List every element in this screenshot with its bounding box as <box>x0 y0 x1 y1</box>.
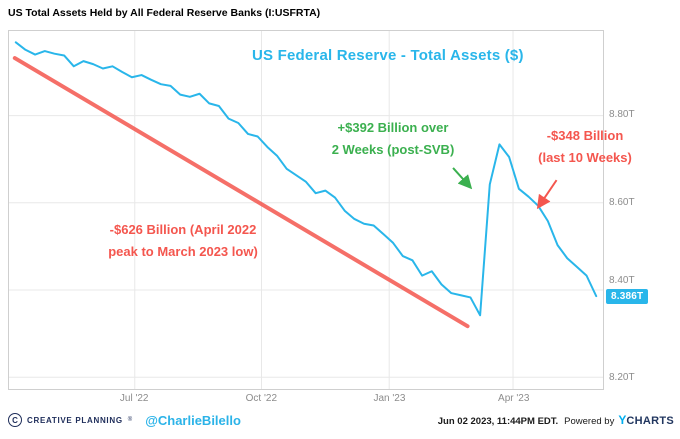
x-tick-label: Jan '23 <box>373 393 406 404</box>
annotation-recent: -$348 Billion (last 10 Weeks) <box>521 125 649 169</box>
creative-planning-wordmark: CREATIVE PLANNING <box>27 415 123 425</box>
ycharts-logo: YCHARTS <box>618 413 674 427</box>
y-tick-label: 8.80T <box>609 109 635 121</box>
creative-planning-logo: C CREATIVE PLANNING ® <box>8 413 132 427</box>
annotation-recent-line1: -$348 Billion <box>546 128 624 143</box>
line-chart <box>9 31 603 389</box>
registered-mark: ® <box>127 417 133 423</box>
annotation-svb-line2: 2 Weeks (post-SVB) <box>331 142 455 157</box>
annotation-recent-line2: (last 10 Weeks) <box>538 150 632 165</box>
annotation-decline-line1: -$626 Billion (April 2022 <box>109 222 257 237</box>
x-tick-label: Oct '22 <box>245 393 278 404</box>
ycharts-logo-y: Y <box>618 413 627 427</box>
page-title: US Total Assets Held by All Federal Rese… <box>8 7 321 19</box>
twitter-handle: @CharlieBilello <box>145 412 241 428</box>
chart-title: US Federal Reserve - Total Assets ($) <box>252 47 524 64</box>
footer: C CREATIVE PLANNING ® @CharlieBilello Ju… <box>8 407 674 433</box>
footer-left: C CREATIVE PLANNING ® @CharlieBilello <box>8 413 241 428</box>
x-tick-label: Jul '22 <box>119 393 149 404</box>
annotation-svb-line1: +$392 Billion over <box>337 120 449 135</box>
creative-planning-icon: C <box>8 413 22 427</box>
footer-right: Jun 02 2023, 11:44PM EDT. Powered by YCH… <box>438 413 674 427</box>
annotation-decline: -$626 Billion (April 2022 peak to March … <box>83 219 283 263</box>
y-tick-label: 8.40T <box>609 275 635 287</box>
plot-area <box>8 30 604 390</box>
y-tick-label: 8.60T <box>609 196 635 208</box>
annotation-decline-line2: peak to March 2023 low) <box>108 244 258 259</box>
annotation-svb: +$392 Billion over 2 Weeks (post-SVB) <box>303 117 483 161</box>
ycharts-logo-charts: CHARTS <box>626 415 674 427</box>
powered-by-label: Powered by <box>564 416 615 427</box>
current-value-badge: 8.386T <box>606 289 649 305</box>
y-tick-label: 8.20T <box>609 372 635 384</box>
timestamp: Jun 02 2023, 11:44PM EDT. <box>437 416 559 427</box>
x-tick-label: Apr '23 <box>498 393 530 404</box>
